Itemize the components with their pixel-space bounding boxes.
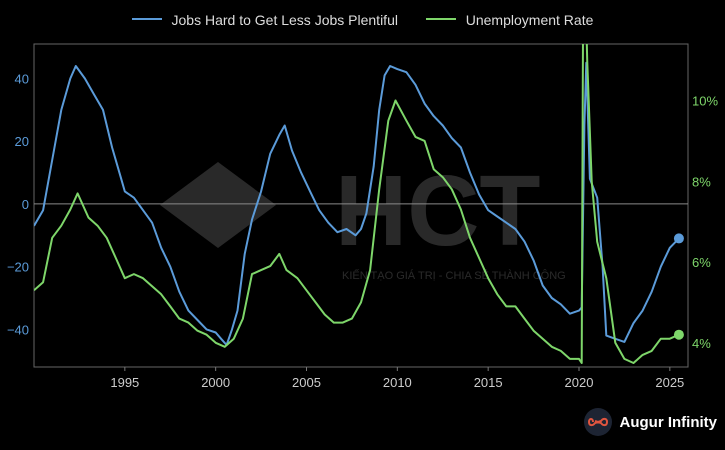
left-axis-tick-label: −40 [7, 322, 29, 337]
legend-swatch-blue [131, 18, 162, 21]
legend: Jobs Hard to Get Less Jobs Plentiful Une… [0, 12, 725, 28]
legend-label: Jobs Hard to Get Less Jobs Plentiful [171, 12, 398, 28]
x-axis-tick-label: 2010 [383, 375, 412, 390]
brand: Augur Infinity [583, 408, 718, 436]
left-axis-tick-label: −20 [7, 260, 29, 275]
right-axis-tick-label: 4% [692, 336, 711, 351]
infinity-icon [583, 408, 612, 436]
watermark-logo-shape [160, 162, 276, 248]
legend-label: Unemployment Rate [465, 12, 594, 28]
series-unemployment-rate-endpoint [673, 329, 684, 340]
x-axis-tick-label: 2000 [201, 375, 230, 390]
plot-frame [33, 43, 689, 368]
series-jobs-hard-to-get-endpoint [673, 233, 684, 244]
watermark: HCT KIẾN TẠO GIÁ TRỊ - CHIA SẺ THÀNH CÔN… [160, 155, 566, 282]
right-axis-tick-label: 6% [692, 255, 711, 270]
right-axis-tick-label: 8% [692, 174, 711, 189]
legend-item-unemployment-rate[interactable]: Unemployment Rate [425, 12, 594, 28]
right-axis-tick-label: 10% [692, 94, 718, 109]
left-axis-tick-label: 0 [22, 197, 29, 212]
watermark-tagline: KIẾN TẠO GIÁ TRỊ - CHIA SẺ THÀNH CÔNG [342, 269, 566, 282]
legend-item-jobs-hard-to-get[interactable]: Jobs Hard to Get Less Jobs Plentiful [131, 12, 398, 28]
x-axis-tick-label: 2015 [474, 375, 503, 390]
legend-swatch-green [425, 18, 456, 21]
series-unemployment-rate-line [34, 44, 680, 364]
left-axis-tick-label: 40 [15, 71, 29, 86]
x-axis-tick-label: 2005 [292, 375, 321, 390]
left-axis-tick-label: 20 [15, 134, 29, 149]
brand-name: Augur Infinity [619, 413, 718, 431]
x-axis-tick-label: 2025 [655, 375, 684, 390]
x-axis-tick-label: 2020 [565, 375, 594, 390]
x-axis-tick-label: 1995 [110, 375, 139, 390]
